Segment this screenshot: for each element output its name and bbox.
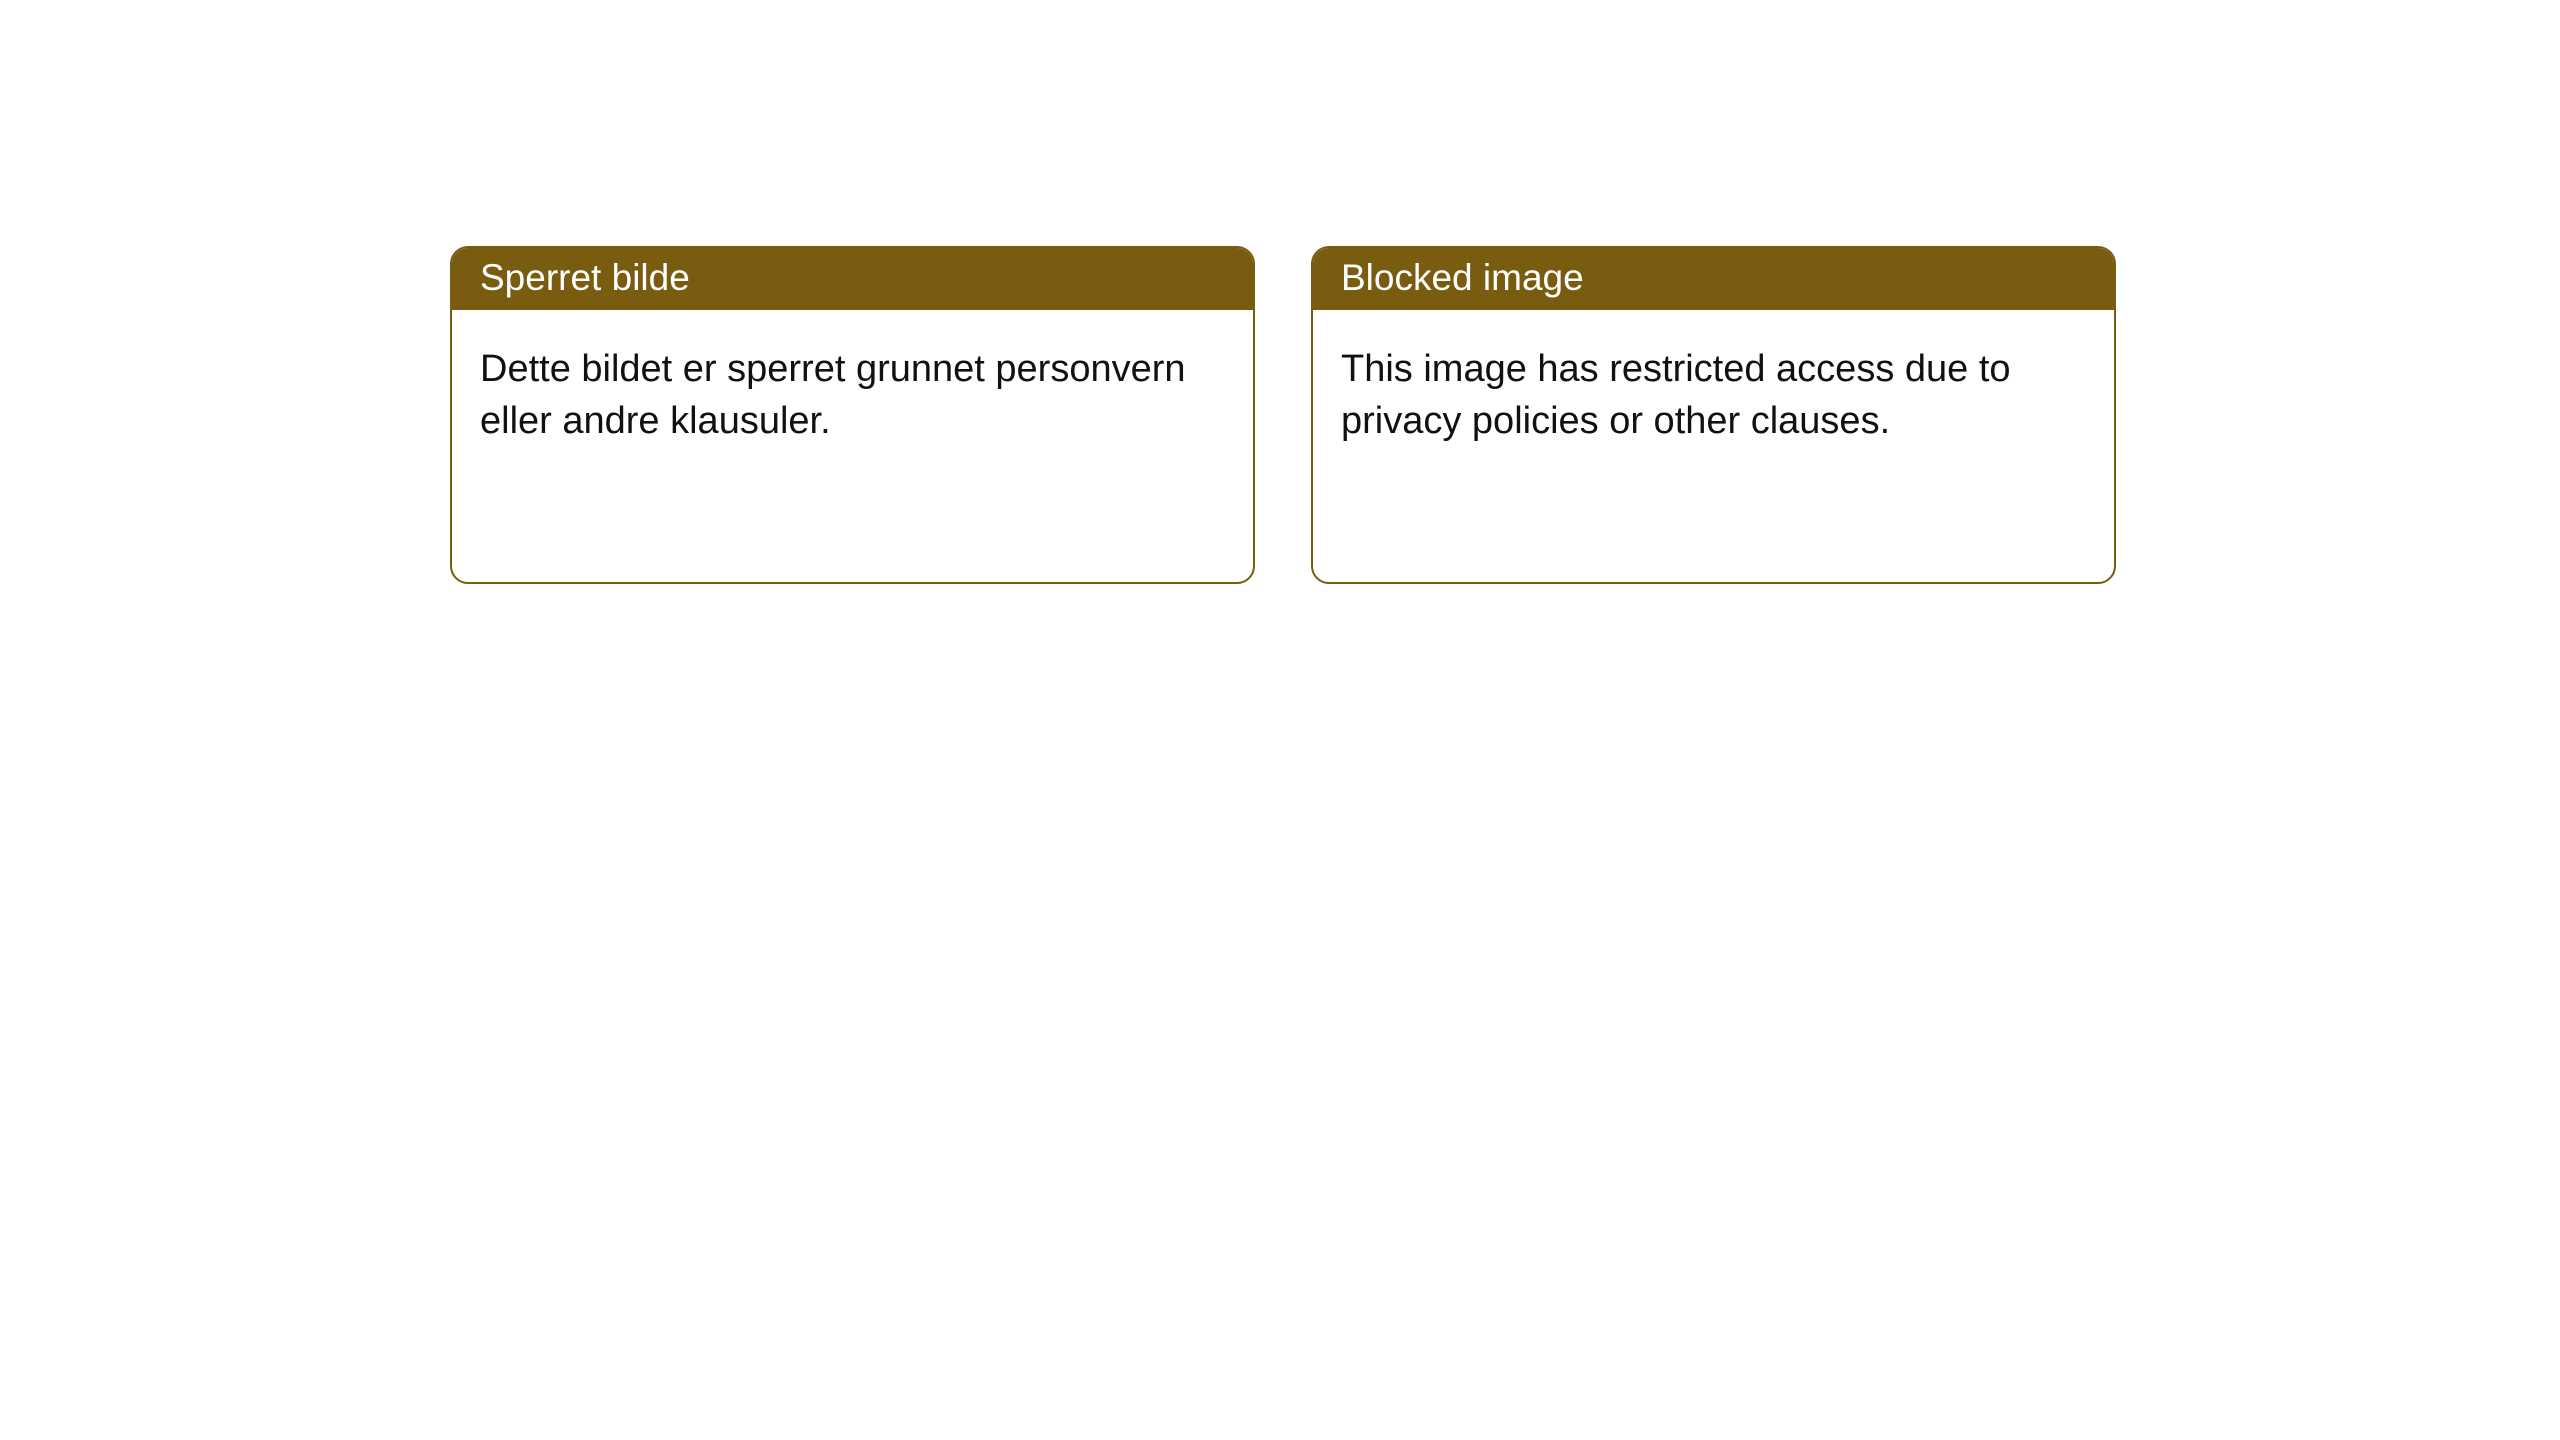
notice-header-norwegian: Sperret bilde [452,248,1253,310]
notice-card-english: Blocked image This image has restricted … [1311,246,2116,584]
notice-card-norwegian: Sperret bilde Dette bildet er sperret gr… [450,246,1255,584]
notice-body-norwegian: Dette bildet er sperret grunnet personve… [452,310,1253,582]
notice-header-english: Blocked image [1313,248,2114,310]
notice-container: Sperret bilde Dette bildet er sperret gr… [450,246,2116,584]
notice-body-english: This image has restricted access due to … [1313,310,2114,582]
